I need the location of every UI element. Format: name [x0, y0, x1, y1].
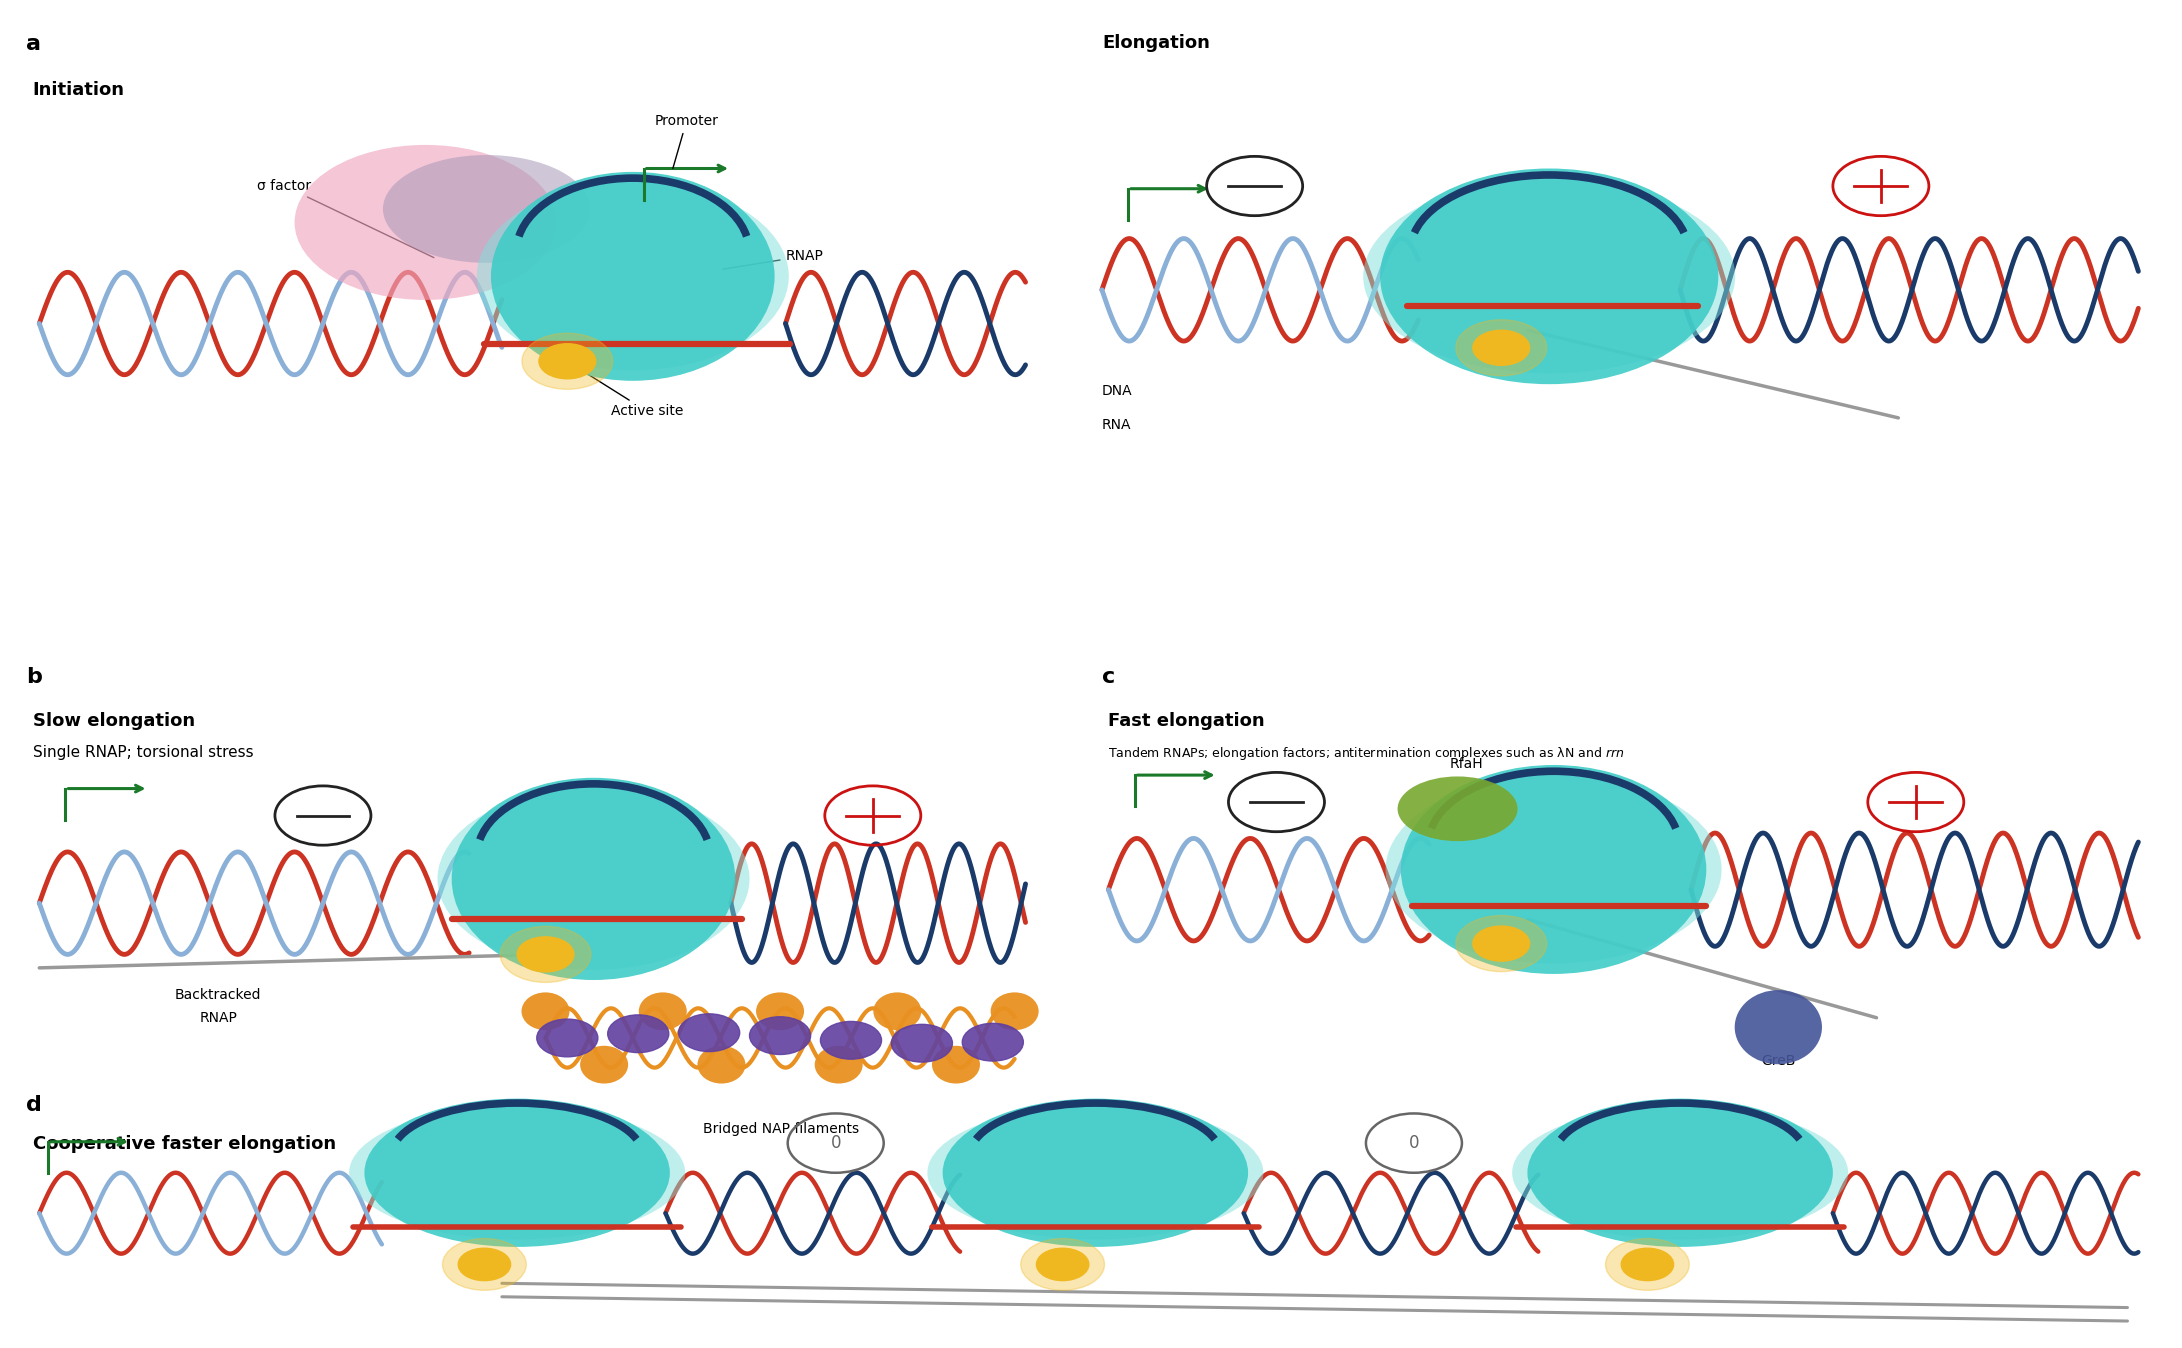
- Circle shape: [1021, 1239, 1104, 1290]
- Circle shape: [443, 1239, 526, 1290]
- Circle shape: [751, 1016, 812, 1054]
- Text: d: d: [26, 1095, 41, 1115]
- Text: Promoter: Promoter: [655, 115, 718, 168]
- Circle shape: [537, 1019, 598, 1057]
- Text: 0: 0: [1410, 1134, 1418, 1153]
- Text: Tandem RNAPs; elongation factors; antitermination complexes such as λN and $\mat: Tandem RNAPs; elongation factors; antite…: [1108, 745, 1626, 763]
- Circle shape: [1473, 330, 1530, 365]
- Ellipse shape: [476, 182, 790, 371]
- Ellipse shape: [295, 146, 556, 301]
- Circle shape: [679, 1014, 740, 1051]
- Ellipse shape: [943, 1099, 1248, 1247]
- Ellipse shape: [580, 1046, 628, 1084]
- Text: RNA: RNA: [1102, 418, 1132, 431]
- Text: RfaH: RfaH: [1449, 758, 1484, 771]
- Ellipse shape: [639, 992, 687, 1030]
- Ellipse shape: [1512, 1105, 1848, 1240]
- Text: 0: 0: [831, 1134, 840, 1153]
- Circle shape: [892, 1024, 954, 1062]
- Ellipse shape: [991, 992, 1039, 1030]
- Circle shape: [962, 1023, 1023, 1061]
- Text: Slow elongation: Slow elongation: [33, 712, 194, 729]
- Ellipse shape: [814, 1046, 862, 1084]
- Ellipse shape: [349, 1105, 685, 1240]
- Text: Active site: Active site: [570, 363, 683, 418]
- Ellipse shape: [1381, 168, 1719, 384]
- Circle shape: [820, 1022, 882, 1060]
- Ellipse shape: [1735, 989, 1822, 1065]
- Text: RNAP: RNAP: [722, 249, 823, 270]
- Text: Initiation: Initiation: [33, 81, 124, 98]
- Text: c: c: [1102, 667, 1115, 687]
- Text: σ factor: σ factor: [257, 179, 434, 257]
- Text: Fast elongation: Fast elongation: [1108, 712, 1266, 729]
- Circle shape: [500, 926, 591, 983]
- Ellipse shape: [1386, 775, 1722, 964]
- Text: b: b: [26, 667, 41, 687]
- Ellipse shape: [1527, 1099, 1833, 1247]
- Circle shape: [517, 937, 574, 972]
- Ellipse shape: [1364, 179, 1735, 373]
- Ellipse shape: [932, 1046, 980, 1084]
- Text: DNA: DNA: [1102, 384, 1132, 398]
- Text: Single RNAP; torsional stress: Single RNAP; torsional stress: [33, 745, 253, 760]
- Text: Bridged NAP filaments: Bridged NAP filaments: [703, 1122, 860, 1135]
- Circle shape: [1455, 915, 1547, 972]
- Ellipse shape: [491, 171, 775, 380]
- Ellipse shape: [873, 992, 921, 1030]
- Ellipse shape: [384, 155, 589, 263]
- Ellipse shape: [436, 787, 751, 971]
- Ellipse shape: [1401, 766, 1706, 973]
- Circle shape: [609, 1015, 670, 1053]
- Text: RNAP: RNAP: [199, 1011, 238, 1024]
- Text: Elongation: Elongation: [1102, 34, 1209, 51]
- Circle shape: [1621, 1248, 1674, 1281]
- Circle shape: [1036, 1248, 1089, 1281]
- Ellipse shape: [452, 778, 735, 980]
- Text: GreB: GreB: [1761, 1054, 1796, 1068]
- Circle shape: [539, 344, 596, 379]
- Ellipse shape: [521, 992, 570, 1030]
- Text: Cooperative faster elongation: Cooperative faster elongation: [33, 1135, 336, 1153]
- Ellipse shape: [364, 1099, 670, 1247]
- Ellipse shape: [1396, 776, 1519, 841]
- Circle shape: [1455, 319, 1547, 376]
- Text: a: a: [26, 34, 41, 54]
- Text: Backtracked: Backtracked: [175, 988, 262, 1002]
- Circle shape: [1473, 926, 1530, 961]
- Ellipse shape: [757, 992, 803, 1030]
- Ellipse shape: [927, 1105, 1263, 1240]
- Circle shape: [1606, 1239, 1689, 1290]
- Ellipse shape: [698, 1046, 746, 1084]
- Circle shape: [458, 1248, 511, 1281]
- Circle shape: [521, 333, 613, 390]
